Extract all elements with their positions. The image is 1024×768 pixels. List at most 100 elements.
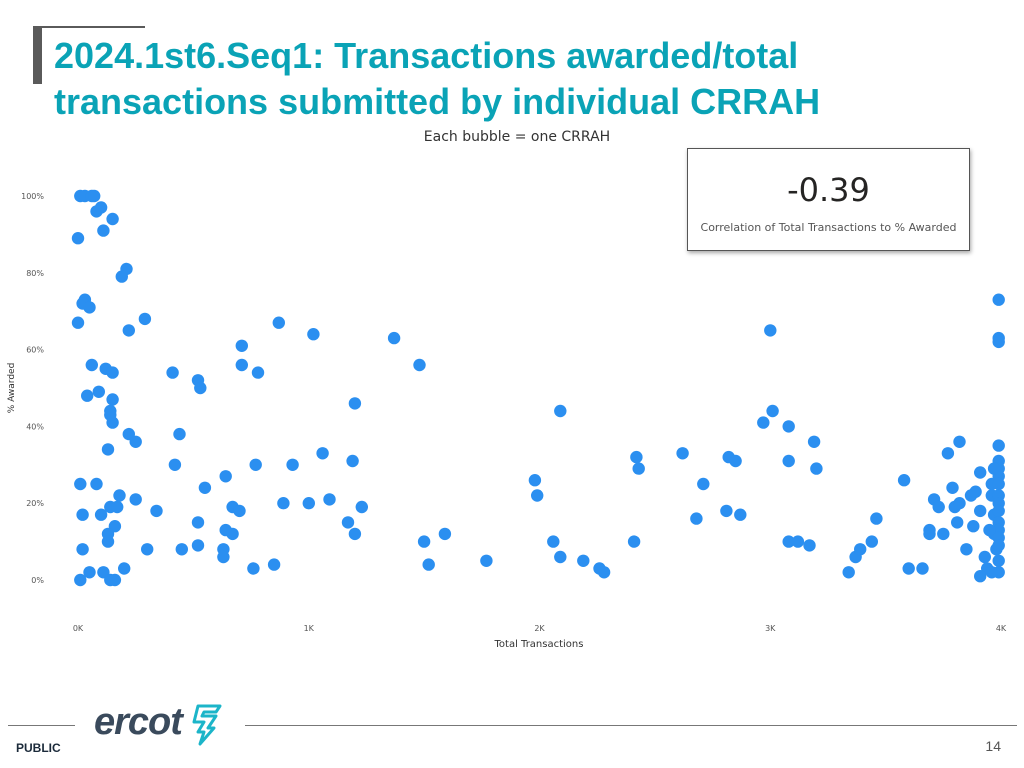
texas-bolt-icon [192,704,222,746]
bubble [974,570,987,583]
bubble [247,562,260,575]
bubble [233,504,246,518]
bubble [597,566,611,579]
bubble [129,435,142,448]
bubble [932,500,945,514]
bubble [118,562,131,575]
bubble [627,535,641,548]
bubble [286,458,299,471]
bubble [937,527,950,541]
bubble [528,474,542,487]
y-tick-label: 20% [26,499,44,508]
bubble [101,535,115,548]
bubble [946,481,959,494]
bubble-series [71,189,1005,587]
bubble [992,504,1005,518]
bubble [138,312,152,326]
correlation-label: Correlation of Total Transactions to % A… [700,221,957,234]
bubble [83,566,96,579]
bubble [554,404,567,418]
bubble [307,328,320,341]
bubble [992,335,1005,349]
slide-title: 2024.1st6.Seq1: Transactions awarded/tot… [54,35,821,122]
bubble [992,439,1005,452]
ercot-wordmark: ercot [94,701,183,743]
bubble [74,477,87,491]
bubble [422,558,435,571]
bubble [111,500,124,514]
bubble [987,462,1001,475]
bubble [764,324,777,337]
bubble [766,404,779,418]
page-number: 14 [985,738,1001,754]
bubble [235,358,248,372]
bubble [108,573,122,587]
bubble [198,481,212,494]
bubble [168,458,182,471]
bubble [97,224,110,237]
bubble [88,189,101,203]
bubble [967,520,980,533]
bubble [115,270,128,283]
bubble [953,435,966,448]
x-tick-label: 3K [765,624,776,633]
bubble [101,443,115,456]
bubble [842,566,855,579]
bubble [104,408,117,422]
bubble [697,477,710,491]
bubble [757,416,770,429]
x-tick-label: 1K [304,624,315,633]
bubble [916,562,929,575]
bubble [951,516,964,529]
bubble [782,420,795,433]
bubble [969,485,982,498]
bubble [974,504,987,518]
bubble [106,212,119,226]
bubble [90,477,103,491]
bubble [438,527,452,541]
y-axis-label: % Awarded [7,363,17,414]
y-axis-ticks: 0% 20% 40% 60% 80% 100% [21,192,44,585]
y-tick-label: 80% [26,269,44,278]
bubble [865,535,878,548]
bubble [113,489,126,502]
bubble [810,462,823,475]
bubble [734,508,747,521]
bubble [632,462,645,475]
bubble [531,489,544,502]
bubble [992,554,1005,567]
bubble [173,427,186,441]
bubble [175,543,188,556]
bubble [191,539,205,552]
bubble [630,450,643,464]
bubble [782,535,795,548]
bubble [782,454,795,468]
bubble [316,447,329,460]
bubble [235,339,248,352]
bubble [92,385,106,398]
bubble [74,573,87,587]
bubble [166,366,179,379]
bubble [791,535,805,548]
bubble [76,543,89,556]
bubble [217,550,230,564]
bubble [249,458,262,471]
footer-divider-left [8,725,75,726]
y-tick-label: 40% [26,422,44,431]
bubble [992,293,1005,306]
classification-label: PUBLIC [16,741,61,755]
bubble [355,500,368,514]
bubble [251,366,265,379]
correlation-card: -0.39 Correlation of Total Transactions … [687,148,970,251]
ercot-logo: ercot [94,700,230,750]
bubble [106,366,119,379]
bubble [387,331,401,345]
bubble [150,504,163,518]
bubble [554,550,567,564]
bubble [226,527,239,541]
bubble [81,389,94,402]
bubble [480,554,493,567]
bubble [122,324,135,337]
chart-title: Each bubble = one CRRAH [423,129,611,145]
